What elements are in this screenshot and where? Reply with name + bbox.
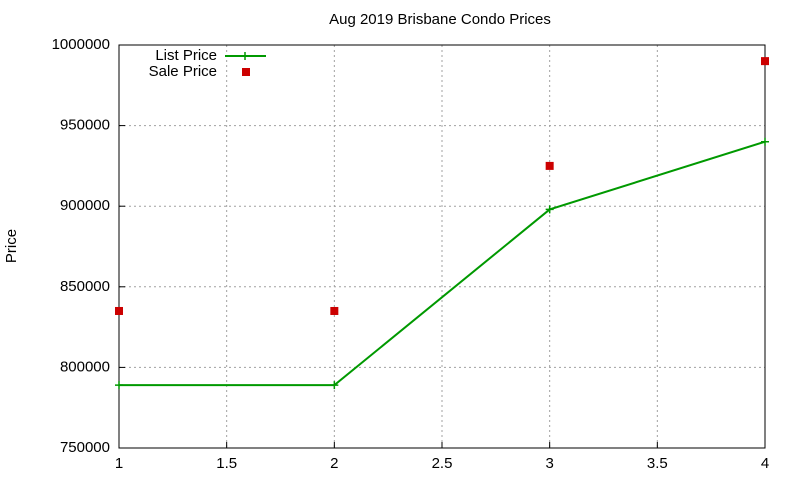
legend-swatch <box>241 52 249 60</box>
point <box>545 205 554 214</box>
x-tick-label: 3.5 <box>647 455 668 472</box>
y-tick-label: 800000 <box>60 358 110 375</box>
point <box>115 306 123 315</box>
legend-swatch <box>242 68 250 76</box>
plot-frame <box>118 44 766 449</box>
point <box>115 381 123 390</box>
point <box>545 161 554 170</box>
point <box>330 306 339 315</box>
y-tick-label: 750000 <box>60 439 110 456</box>
x-tick-label: 4 <box>761 455 769 472</box>
y-tick-label: 950000 <box>60 117 110 134</box>
y-tick-label: 850000 <box>60 278 110 295</box>
point <box>761 137 769 146</box>
legend-label: List Price <box>155 47 217 64</box>
x-tick-label: 1.5 <box>216 455 237 472</box>
point <box>761 57 769 66</box>
point <box>330 381 339 390</box>
x-tick-label: 3 <box>545 455 553 472</box>
x-tick-label: 2 <box>330 455 338 472</box>
y-axis-label: Price <box>3 229 20 263</box>
line <box>119 140 766 387</box>
x-tick-label: 1 <box>115 455 123 472</box>
x-tick-label: 2.5 <box>432 455 453 472</box>
y-tick-label: 1000000 <box>52 36 110 53</box>
y-tick-label: 900000 <box>60 197 110 214</box>
legend-label: Sale Price <box>149 63 217 80</box>
chart-title: Aug 2019 Brisbane Condo Prices <box>329 11 551 28</box>
